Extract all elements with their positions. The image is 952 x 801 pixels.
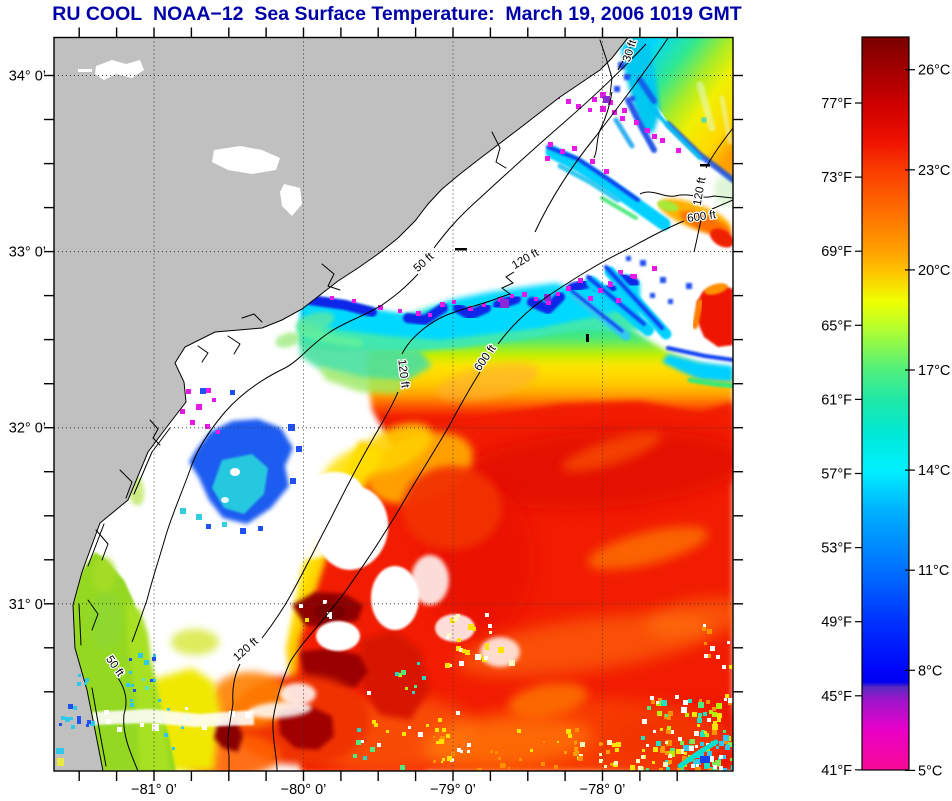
svg-text:45°F: 45°F — [821, 689, 852, 705]
svg-text:53°F: 53°F — [821, 541, 852, 557]
svg-text:61°F: 61°F — [821, 392, 852, 408]
svg-text:−80° 0’: −80° 0’ — [281, 782, 327, 798]
svg-text:33° 0’: 33° 0’ — [9, 245, 46, 261]
svg-text:32° 0’: 32° 0’ — [9, 421, 46, 437]
svg-text:11°C: 11°C — [918, 563, 949, 579]
svg-text:73°F: 73°F — [821, 170, 852, 186]
svg-text:8°C: 8°C — [918, 663, 942, 679]
svg-text:17°C: 17°C — [918, 363, 950, 379]
svg-text:14°C: 14°C — [918, 463, 950, 479]
svg-text:41°F: 41°F — [821, 763, 852, 779]
svg-text:600 ft: 600 ft — [686, 209, 717, 225]
svg-text:20°C: 20°C — [918, 263, 950, 279]
svg-text:65°F: 65°F — [821, 318, 852, 334]
svg-text:31° 0’: 31° 0’ — [9, 597, 46, 613]
svg-text:120 ft: 120 ft — [395, 359, 411, 390]
svg-text:23°C: 23°C — [918, 163, 950, 179]
svg-text:−78° 0’: −78° 0’ — [580, 782, 626, 798]
svg-text:69°F: 69°F — [821, 244, 852, 260]
svg-text:57°F: 57°F — [821, 467, 852, 483]
svg-text:−79° 0’: −79° 0’ — [430, 782, 476, 798]
svg-text:−81° 0’: −81° 0’ — [131, 782, 177, 798]
svg-text:77°F: 77°F — [821, 96, 852, 112]
svg-text:34° 0’: 34° 0’ — [9, 69, 46, 85]
svg-text:RU COOL NOAA−12 Sea Surface: RU COOL NOAA−12 Sea Surface Temperature:… — [52, 3, 742, 25]
svg-text:49°F: 49°F — [821, 615, 852, 631]
svg-text:26°C: 26°C — [918, 63, 950, 79]
svg-text:5°C: 5°C — [918, 763, 942, 779]
